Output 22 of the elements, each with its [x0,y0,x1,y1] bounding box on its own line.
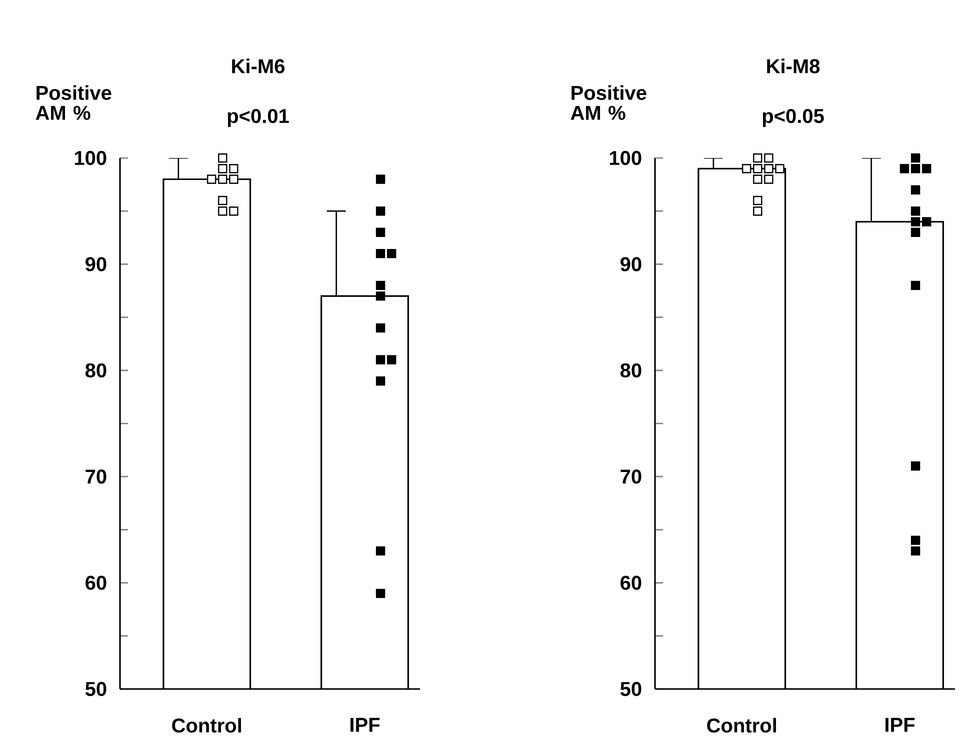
y-tick-label: 100 [610,150,642,166]
text: p<0.05 [762,108,824,128]
y-tick-label: 90 [620,257,642,272]
x-tick-label: Control [707,718,776,733]
y-tick-label: 80 [620,363,642,378]
x-tick-label: IPF [886,718,915,732]
x-tick-label: IPF [350,718,380,732]
y-tick-label: 100 [74,150,106,166]
y-tick-label: 70 [620,470,642,484]
y-axis-title: Positive AM % [36,85,112,120]
x-tick-label: Control [172,718,241,733]
chart-title: Ki-M6 [232,58,284,74]
y-axis-title: Positive AM % [570,85,646,120]
y-tick-label: 50 [620,682,642,696]
y-tick-label: 60 [86,576,106,590]
chart-title: Ki-M8 [767,58,820,74]
y-tick-label: 90 [86,257,106,272]
y-tick-label: 80 [85,363,106,378]
y-tick-label: 60 [620,576,642,590]
y-tick-label: 70 [86,470,106,484]
text: p<0.01 [228,108,289,128]
y-tick-label: 50 [85,682,106,696]
